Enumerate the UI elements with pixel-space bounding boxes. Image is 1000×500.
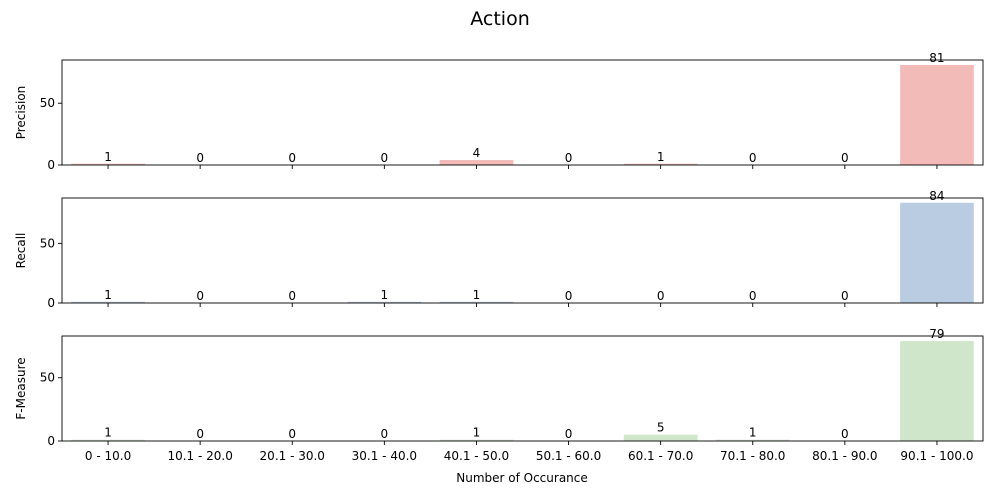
x-tick-label: 40.1 - 50.0 <box>444 449 509 463</box>
bar <box>715 439 790 441</box>
data-label: 1 <box>381 288 389 302</box>
data-label: 0 <box>196 151 204 165</box>
data-label: 5 <box>657 421 665 435</box>
data-label: 1 <box>104 150 112 164</box>
data-label: 79 <box>929 327 944 341</box>
subplot-recall: 1 0 0 1 1 0 0 0 0 84 0 50 Recall <box>14 189 984 310</box>
data-label: 0 <box>288 427 296 441</box>
data-label: 0 <box>565 151 573 165</box>
data-label: 0 <box>381 427 389 441</box>
y-axis-title: Precision <box>14 86 28 140</box>
x-tick-label: 50.1 - 60.0 <box>536 449 601 463</box>
data-label: 0 <box>749 289 757 303</box>
x-tick-label: 10.1 - 20.0 <box>167 449 232 463</box>
data-label: 0 <box>196 289 204 303</box>
bar <box>900 202 974 303</box>
bar <box>623 434 698 441</box>
data-label: 0 <box>565 289 573 303</box>
bar <box>71 439 145 441</box>
data-label: 0 <box>196 427 204 441</box>
y-axis-title: Recall <box>14 233 28 269</box>
x-tick-label: 80.1 - 90.0 <box>812 449 877 463</box>
data-label: 1 <box>749 426 757 440</box>
data-label: 0 <box>841 427 849 441</box>
x-tick-label: 60.1 - 70.0 <box>628 449 693 463</box>
y-tick-label: 0 <box>47 296 55 310</box>
bar <box>439 160 514 165</box>
data-label: 1 <box>473 288 481 302</box>
data-label: 4 <box>473 146 481 160</box>
data-label: 0 <box>381 151 389 165</box>
x-axis-title: Number of Occurance <box>456 471 588 485</box>
axes-frame <box>61 197 984 304</box>
y-axis-title: F-Measure <box>14 357 28 419</box>
bar <box>623 163 698 165</box>
data-label: 0 <box>288 151 296 165</box>
axes-frame <box>61 335 984 442</box>
bar <box>900 341 974 441</box>
y-tick-label: 50 <box>40 236 55 250</box>
x-tick-label: 0 - 10.0 <box>85 449 131 463</box>
data-label: 0 <box>657 289 665 303</box>
y-tick-label: 0 <box>47 158 55 172</box>
data-label: 84 <box>929 189 944 203</box>
y-tick-label: 0 <box>47 434 55 448</box>
data-label: 0 <box>565 427 573 441</box>
data-label: 1 <box>104 288 112 302</box>
y-tick-label: 50 <box>40 96 55 110</box>
y-tick-label: 50 <box>40 371 55 385</box>
bar <box>347 301 422 303</box>
bar <box>900 64 974 165</box>
bar <box>439 439 514 441</box>
data-label: 1 <box>104 426 112 440</box>
x-tick-label: 30.1 - 40.0 <box>352 449 417 463</box>
data-label: 0 <box>841 289 849 303</box>
bar <box>71 301 145 303</box>
data-label: 0 <box>841 151 849 165</box>
data-label: 1 <box>657 150 665 164</box>
x-tick-label: 90.1 - 100.0 <box>900 449 973 463</box>
data-label: 1 <box>473 426 481 440</box>
x-tick-label: 20.1 - 30.0 <box>260 449 325 463</box>
subplot-precision: 1 0 0 0 4 0 1 0 0 81 0 50 Precision <box>14 51 984 172</box>
axes-frame <box>61 59 984 166</box>
x-tick-label: 70.1 - 80.0 <box>720 449 785 463</box>
bar <box>439 301 514 303</box>
data-label: 0 <box>288 289 296 303</box>
data-label: 81 <box>929 51 944 65</box>
chart-title: Action <box>470 8 530 30</box>
data-label: 0 <box>749 151 757 165</box>
bar <box>71 163 145 165</box>
